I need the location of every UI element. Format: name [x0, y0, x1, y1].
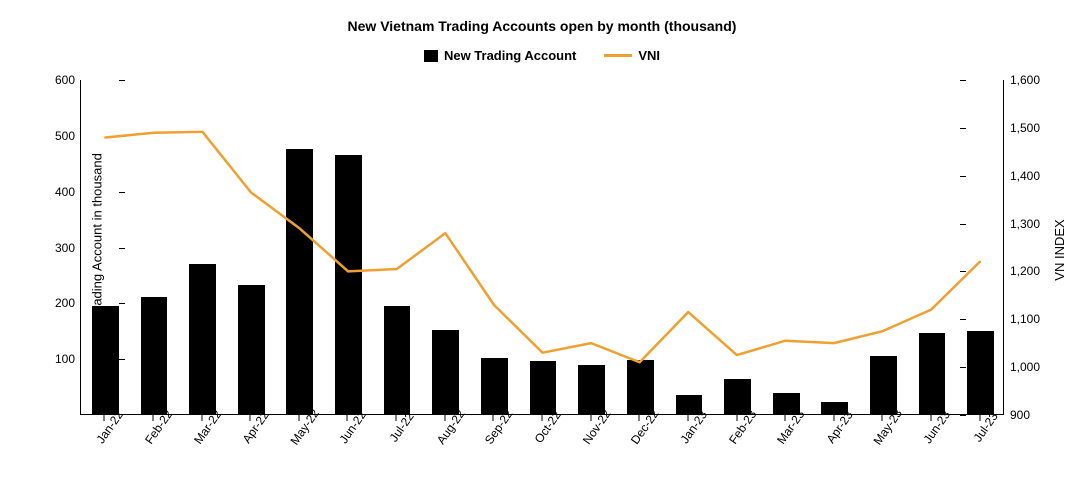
- y2-axis-label: VN INDEX: [1052, 219, 1067, 280]
- y2-tick-label: 1,600: [1010, 73, 1054, 87]
- y2-ticks: 9001,0001,1001,2001,3001,4001,5001,600: [1010, 80, 1054, 415]
- y2-tick-label: 900: [1010, 408, 1054, 422]
- plot-area: 100200300400500600 9001,0001,1001,2001,3…: [80, 80, 1004, 415]
- x-tick-label: Jul-22: [387, 410, 417, 445]
- chart: New Vietnam Trading Accounts open by mon…: [0, 0, 1084, 500]
- y2-tick-label: 1,100: [1010, 312, 1054, 326]
- legend-label-line: VNI: [638, 48, 660, 63]
- y1-tick-label: 300: [31, 241, 75, 255]
- legend-swatch-bar: [424, 50, 438, 62]
- legend-label-bar: New Trading Account: [444, 48, 576, 63]
- y1-tick-label: 600: [31, 73, 75, 87]
- x-tick-label: Jul-23: [970, 410, 1000, 445]
- x-axis-labels: Jan-22Feb-22Mar-22Apr-22May-22Jun-22Jul-…: [80, 415, 1004, 500]
- y2-tick-label: 1,400: [1010, 169, 1054, 183]
- y1-tick-label: 400: [31, 185, 75, 199]
- y2-tick-label: 1,200: [1010, 264, 1054, 278]
- y2-tick-label: 1,000: [1010, 360, 1054, 374]
- legend-item-bar: New Trading Account: [424, 48, 576, 63]
- line-series: [81, 80, 1004, 415]
- legend-item-line: VNI: [604, 48, 660, 63]
- y1-tick-label: 500: [31, 129, 75, 143]
- legend: New Trading Account VNI: [0, 48, 1084, 63]
- y1-ticks: 100200300400500600: [31, 80, 75, 415]
- y2-tick-label: 1,500: [1010, 121, 1054, 135]
- y1-tick-label: 100: [31, 352, 75, 366]
- y2-tick-label: 1,300: [1010, 217, 1054, 231]
- legend-swatch-line: [604, 54, 632, 57]
- chart-title: New Vietnam Trading Accounts open by mon…: [0, 18, 1084, 34]
- y1-tick-label: 200: [31, 296, 75, 310]
